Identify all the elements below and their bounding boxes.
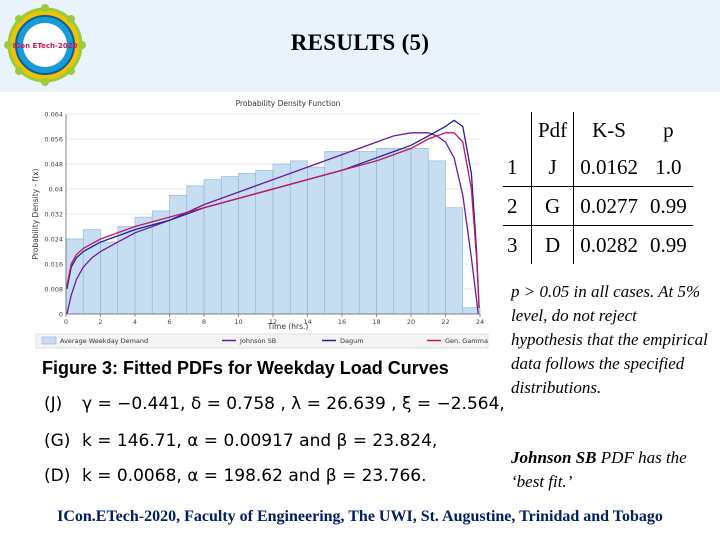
histogram-bar	[324, 151, 343, 315]
param-line-j: (J) γ = −0.441, δ = 0.758 , λ = 26.639 , …	[44, 394, 505, 414]
histogram-bar	[100, 241, 119, 315]
histogram-bar	[445, 207, 464, 315]
y-tick-label: 0.016	[44, 261, 63, 269]
x-tick-label: 12	[269, 318, 277, 326]
y-tick-label: 0.008	[44, 286, 63, 294]
param-label: (J)	[44, 394, 63, 414]
header-band	[0, 0, 720, 92]
x-tick-label: 14	[303, 318, 311, 326]
table-row: 3 D 0.0282 0.99	[503, 225, 693, 264]
histogram-bar	[376, 148, 395, 315]
series-line-johnson-sb	[66, 132, 479, 315]
best-fit-name: Johnson SB	[511, 448, 597, 467]
histogram-bar	[410, 148, 429, 315]
param-label: (D)	[44, 466, 71, 486]
histogram-bar	[82, 229, 101, 315]
row-number: 3	[503, 225, 532, 264]
best-fit-note: Johnson SB PDF has the ‘best fit.’	[511, 446, 711, 494]
cell-pdf: G	[531, 186, 575, 226]
histogram-bar	[358, 151, 377, 315]
histogram-bar	[151, 210, 170, 315]
legend-swatch	[41, 336, 57, 345]
x-tick-label: 22	[441, 318, 449, 326]
x-tick-label: 10	[234, 318, 242, 326]
footer: ICon.ETech-2020, Faculty of Engineering,…	[57, 508, 663, 525]
cell-ks: 0.0277	[573, 186, 644, 226]
slide-title: RESULTS (5)	[290, 30, 430, 55]
histogram-bar	[393, 148, 412, 315]
x-tick-label: 8	[202, 318, 206, 326]
chart-lines	[66, 119, 480, 315]
chart-legend: Average Weekday Demand Johnson SB Dagum Gen…	[35, 333, 489, 349]
cell-pdf: D	[531, 225, 575, 264]
y-tick-label: 0	[59, 311, 63, 319]
header-p: p	[663, 117, 674, 142]
logo-text: ICon ETech-2020	[13, 42, 78, 50]
header-ks: K-S	[592, 117, 626, 142]
param-line-g: (G) k = 146.71, α = 0.00917 and β = 23.82…	[44, 431, 437, 451]
histogram-bar	[341, 151, 360, 315]
x-tick-label: 0	[64, 318, 68, 326]
param-label: (G)	[44, 431, 71, 451]
cell-pdf: J	[531, 148, 575, 187]
x-tick-label: 4	[133, 318, 137, 326]
histogram-bar	[117, 226, 136, 315]
x-tick-label: 20	[407, 318, 415, 326]
series-line-gen-gamma	[66, 132, 480, 308]
y-tick-label: 0.056	[44, 136, 63, 144]
param-text: k = 0.0068, α = 198.62 and β = 23.766.	[82, 466, 427, 486]
ks-test-table: Pdf K-S p 1 J 0.0162 1.0 2 G 0.0277 0.99…	[503, 112, 693, 264]
legend-label: Dagum	[340, 337, 364, 345]
figure-caption: Figure 3: Fitted PDFs for Weekday Load C…	[42, 358, 449, 378]
cell-p: 0.99	[643, 186, 693, 226]
y-tick-label: 0.032	[44, 211, 63, 219]
chart-title: Probability Density Function	[236, 99, 341, 108]
param-text: γ = −0.441, δ = 0.758 , λ = 26.639 , ξ =…	[82, 394, 505, 414]
chart-bars	[65, 148, 481, 315]
y-tick-label: 0.064	[44, 111, 63, 119]
histogram-bar	[307, 166, 326, 315]
best-fit-rest: PDF has the ‘best fit.’	[511, 448, 687, 491]
param-text: k = 146.71, α = 0.00917 and β = 23.824,	[82, 431, 438, 451]
header-pdf: Pdf	[531, 112, 575, 148]
legend-label: Gen. Gamma	[445, 337, 488, 345]
chart-axes: 0 0.008 0.016 0.024 0.032 0.04 0.048 0.056 0.064…	[44, 111, 484, 327]
conference-logo: ICon ETech-2020	[4, 4, 86, 86]
x-tick-label: 18	[372, 318, 380, 326]
p-value-note: p > 0.05 in all cases. At 5% level, do n…	[511, 282, 708, 397]
y-tick-label: 0.024	[44, 236, 63, 244]
x-tick-label: 16	[338, 318, 346, 326]
table-header-row: Pdf K-S p	[503, 112, 693, 148]
chart-xlabel: Time (hrs.)	[267, 322, 309, 331]
y-tick-label: 0.04	[49, 186, 63, 194]
cell-p: 1.0	[655, 154, 682, 179]
cell-ks: 0.0162	[580, 154, 638, 179]
y-tick-label: 0.048	[44, 161, 63, 169]
table-row: 1 J 0.0162 1.0	[503, 148, 693, 187]
table-row: 2 G 0.0277 0.99	[503, 186, 693, 226]
row-number: 2	[503, 186, 532, 226]
cell-p: 0.99	[643, 225, 693, 264]
x-tick-label: 6	[167, 318, 171, 326]
x-tick-label: 2	[98, 318, 102, 326]
row-number: 1	[503, 148, 532, 187]
legend-label: Average Weekday Demand	[60, 337, 148, 345]
chart-ylabel: Probability Density - f(x)	[32, 168, 40, 259]
histogram-bar	[427, 160, 446, 315]
param-line-d: (D) k = 0.0068, α = 198.62 and β = 23.766…	[44, 466, 427, 486]
legend-frame	[35, 333, 489, 349]
legend-label: Johnson SB	[239, 337, 276, 345]
pdf-chart: 0 0.008 0.016 0.024 0.032 0.04 0.048 0.056 0.064…	[32, 96, 492, 354]
x-tick-label: 24	[476, 318, 484, 326]
cell-ks: 0.0282	[573, 225, 644, 264]
